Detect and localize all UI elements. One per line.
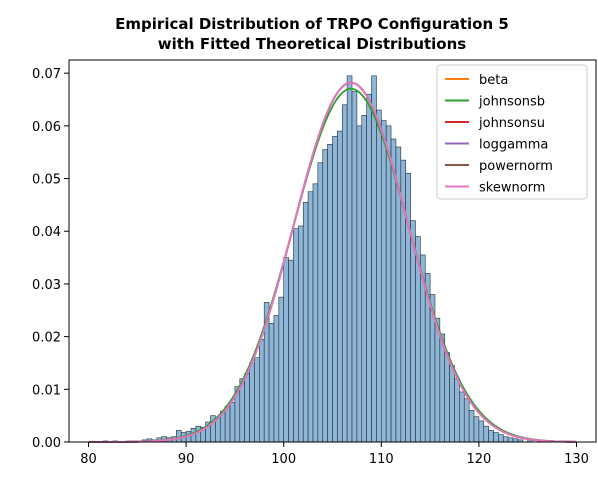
x-tick-label: 80 xyxy=(80,452,97,467)
histogram-bar xyxy=(229,402,236,443)
legend-label-loggamma: loggamma xyxy=(479,138,548,153)
histogram-bar xyxy=(376,109,382,443)
legend-label-johnsonsb: johnsonsb xyxy=(478,95,545,110)
histogram-bar xyxy=(473,416,480,443)
fitted-curves xyxy=(88,81,577,443)
histogram-bar xyxy=(283,257,289,443)
histogram-bar xyxy=(259,338,265,443)
histogram-bar xyxy=(385,125,392,443)
histogram-bar xyxy=(327,144,333,443)
y-tick-label: 0.05 xyxy=(32,173,61,188)
y-tick-label: 0.06 xyxy=(32,120,61,135)
histogram-bar xyxy=(483,425,489,443)
histogram-bar xyxy=(268,323,275,443)
histogram-bar xyxy=(459,391,465,443)
histogram-bar xyxy=(468,410,475,443)
chart-subtitle: with Fitted Theoretical Distributions xyxy=(158,35,467,53)
histogram-bar xyxy=(176,430,182,443)
histogram-bar xyxy=(195,425,202,443)
histogram-bar xyxy=(478,420,485,443)
plot-frame xyxy=(68,59,597,443)
histogram-bar xyxy=(351,91,358,443)
histogram-bar xyxy=(390,138,397,443)
histogram-bar xyxy=(298,225,304,443)
legend-label-beta: beta xyxy=(479,73,508,88)
x-tick-label: 90 xyxy=(178,452,195,467)
x-tick-label: 110 xyxy=(369,452,394,467)
histogram-bar xyxy=(317,162,324,443)
y-tick-label: 0.00 xyxy=(32,436,61,451)
x-tick-label: 120 xyxy=(466,452,491,467)
histogram-bars xyxy=(102,75,553,443)
legend-entries: beta johnsonsb johnsonsu loggamma powernorm s… xyxy=(445,73,553,196)
histogram-bar xyxy=(254,357,260,443)
histogram-bar xyxy=(215,417,221,443)
x-axis-ticks: 80 90 100 110 120 130 xyxy=(80,442,589,467)
histogram-bar xyxy=(302,201,309,443)
y-tick-label: 0.01 xyxy=(32,383,61,398)
histogram-bar xyxy=(410,220,416,443)
x-tick-label: 100 xyxy=(271,452,296,467)
histogram-bar xyxy=(341,104,348,443)
histogram-bar xyxy=(312,183,319,443)
legend: beta johnsonsb johnsonsu loggamma powernorm s… xyxy=(436,64,588,200)
histogram-bar xyxy=(332,136,338,443)
histogram-bar xyxy=(249,362,255,443)
histogram-bar xyxy=(502,436,509,443)
histogram-bar xyxy=(454,378,460,443)
y-tick-label: 0.02 xyxy=(32,331,61,346)
histogram-bar xyxy=(444,352,450,443)
histogram-bar xyxy=(278,296,285,443)
histogram-bar xyxy=(356,125,363,443)
histogram-bar xyxy=(273,315,280,443)
histogram-bar xyxy=(439,333,446,443)
histogram-bar xyxy=(434,317,441,443)
histogram-bar xyxy=(322,149,328,443)
legend-label-powernorm: powernorm xyxy=(479,159,553,174)
histogram-bar xyxy=(244,373,250,443)
x-tick-label: 130 xyxy=(564,452,589,467)
histogram-bar xyxy=(493,432,499,443)
histogram-bar xyxy=(346,75,353,443)
histogram-bar xyxy=(498,434,504,443)
histogram-bar xyxy=(380,120,387,443)
histogram-bar xyxy=(366,93,372,443)
y-axis-ticks: 0.00 0.01 0.02 0.03 0.04 0.05 0.06 0.07 xyxy=(32,67,69,451)
histogram-bar xyxy=(371,75,377,443)
curve-skewnorm xyxy=(88,81,577,443)
histogram-bar xyxy=(361,115,367,443)
histogram-bar xyxy=(405,172,411,443)
histogram-bar xyxy=(449,365,455,443)
legend-label-skewnorm: skewnorm xyxy=(479,181,545,196)
y-tick-label: 0.07 xyxy=(32,67,61,82)
histogram-bar xyxy=(288,259,294,443)
histogram-bar xyxy=(463,398,470,443)
y-tick-label: 0.03 xyxy=(32,278,61,293)
histogram-bar xyxy=(488,430,494,443)
histogram-bar xyxy=(224,405,231,443)
histogram-bar xyxy=(507,437,514,443)
y-tick-label: 0.04 xyxy=(32,225,61,240)
histogram-bar xyxy=(293,228,299,443)
chart-title: Empirical Distribution of TRPO Configura… xyxy=(115,15,509,33)
histogram-bar xyxy=(307,191,314,443)
legend-box xyxy=(436,64,588,200)
histogram-bar xyxy=(337,130,343,443)
legend-label-johnsonsu: johnsonsu xyxy=(478,116,545,131)
